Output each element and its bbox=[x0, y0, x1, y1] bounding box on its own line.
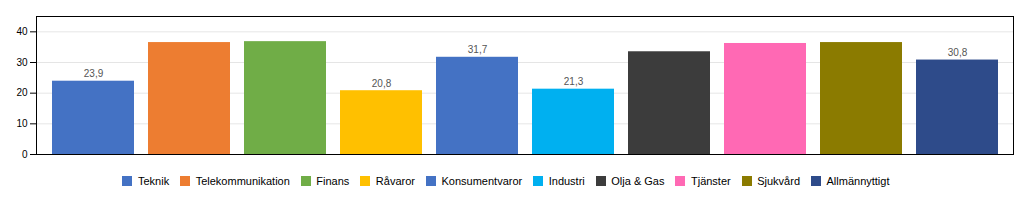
svg-text:23,9: 23,9 bbox=[84, 68, 104, 79]
html-text:Konsumentvaror: Konsumentvaror bbox=[441, 174, 523, 187]
svg-text:0: 0 bbox=[22, 149, 28, 160]
html-text:Sjukvård: Sjukvård bbox=[757, 174, 800, 187]
svg-text:40: 40 bbox=[16, 26, 28, 37]
svg-text:20,8: 20,8 bbox=[372, 78, 392, 89]
svg-text:10: 10 bbox=[16, 118, 28, 129]
html-text:Finans: Finans bbox=[316, 174, 350, 187]
html-text:Industri: Industri bbox=[548, 174, 585, 187]
html-text:Olja & Gas: Olja & Gas bbox=[611, 174, 665, 187]
html-text:Råvaror: Råvaror bbox=[375, 174, 415, 187]
html-text:Tjänster: Tjänster bbox=[691, 174, 731, 187]
html-text:Teknik: Teknik bbox=[138, 174, 170, 187]
svg-text:31,7: 31,7 bbox=[468, 44, 488, 55]
svg-text:30: 30 bbox=[16, 57, 28, 68]
svg-text:30,8: 30,8 bbox=[948, 47, 968, 58]
html-text:Telekommunikation: Telekommunikation bbox=[195, 174, 290, 187]
svg-text:20: 20 bbox=[16, 87, 28, 98]
html-text:Allmännyttigt: Allmännyttigt bbox=[826, 174, 890, 187]
svg-text:21,3: 21,3 bbox=[564, 76, 584, 87]
